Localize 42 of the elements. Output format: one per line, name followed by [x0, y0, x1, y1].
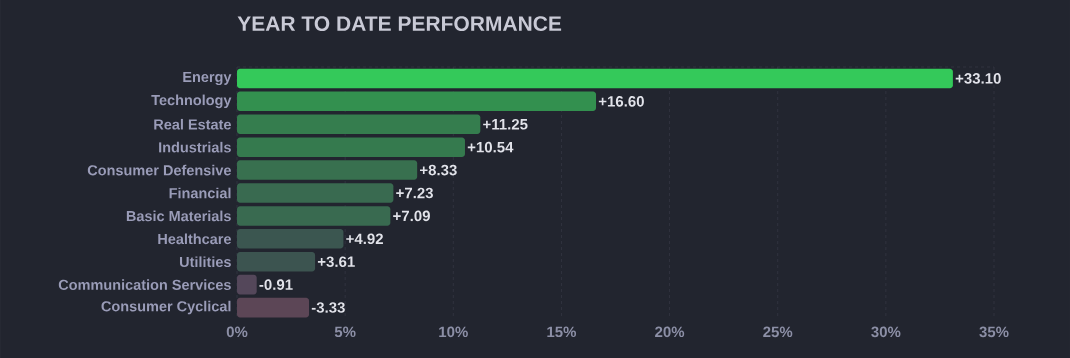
data-label: -3.33 — [311, 302, 345, 313]
x-tick-label: 10% — [439, 326, 468, 338]
y-tick-label: Real Estate — [154, 118, 231, 130]
bar — [237, 297, 310, 318]
chart-title: YEAR TO DATE PERFORMANCE — [237, 16, 562, 32]
bar — [237, 137, 465, 157]
bar — [237, 229, 344, 249]
data-label: +10.54 — [467, 141, 514, 153]
y-tick-label: Energy — [183, 71, 232, 85]
y-tick-label: Utilities — [179, 256, 231, 268]
y-tick-label: Financial — [169, 187, 231, 199]
bar — [237, 91, 597, 112]
y-tick-label: Consumer Defensive — [87, 164, 231, 176]
data-label: +16.60 — [598, 96, 644, 107]
bar — [237, 160, 418, 180]
x-tick-label: 35% — [979, 326, 1009, 338]
x-tick-label: 20% — [655, 326, 685, 338]
bar — [237, 251, 316, 272]
y-tick-label: Communication Services — [58, 279, 231, 290]
data-label: +8.33 — [420, 164, 457, 176]
x-tick-label: 25% — [763, 326, 793, 338]
data-label: +33.10 — [955, 73, 1001, 84]
data-label: -0.91 — [259, 279, 293, 290]
y-tick-label: Healthcare — [158, 233, 231, 245]
x-tick-label: 15% — [547, 326, 577, 338]
bar — [237, 68, 953, 89]
bar — [237, 183, 394, 203]
x-tick-label: 0% — [226, 326, 248, 338]
data-label: +11.25 — [483, 118, 528, 130]
y-tick-label: Consumer Cyclical — [101, 300, 231, 315]
y-tick-label: Technology — [151, 94, 232, 109]
y-tick-label: Basic Materials — [126, 210, 231, 222]
bar — [237, 274, 257, 295]
data-label: +3.61 — [317, 256, 355, 268]
data-label: +7.09 — [393, 210, 430, 222]
y-tick-label: Industrials — [159, 141, 231, 153]
bar — [237, 206, 391, 226]
data-label: +7.23 — [396, 187, 433, 199]
bar — [237, 114, 481, 135]
x-tick-label: 30% — [871, 326, 901, 338]
data-label: +4.92 — [346, 233, 383, 245]
x-tick-label: 5% — [334, 326, 356, 338]
